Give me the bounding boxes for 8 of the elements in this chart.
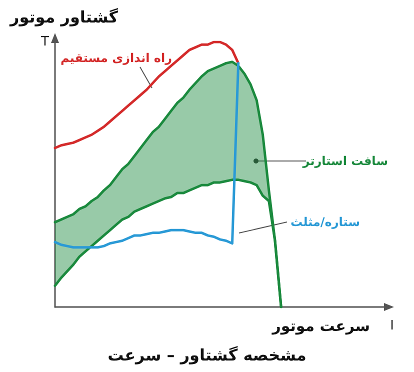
text: T	[40, 34, 50, 50]
text: مشخصه گشتاور – سرعت	[108, 346, 306, 364]
text: سافت استارتر	[302, 154, 388, 168]
series-label: راه اندازی مستقیم	[60, 51, 172, 65]
x-axis-title: سرعت موتور	[271, 317, 370, 335]
text: ستاره/مثلث	[290, 215, 360, 229]
y-axis-title: گشتاور موتور	[9, 8, 119, 26]
text: I	[390, 318, 394, 334]
